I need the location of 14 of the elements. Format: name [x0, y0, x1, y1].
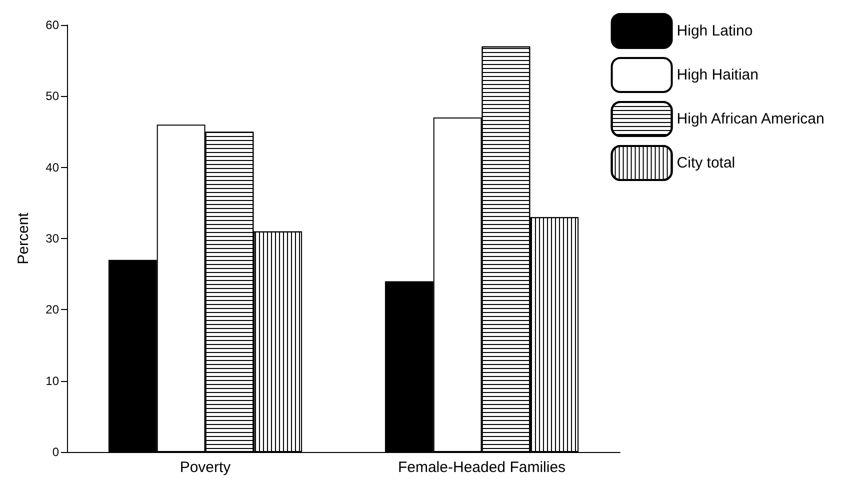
legend-label: City total	[676, 154, 736, 172]
y-tick-label: 30	[46, 232, 60, 246]
y-tick-label: 20	[46, 302, 60, 317]
y-tick-label: 60	[46, 18, 60, 32]
y-tick-label: 0	[52, 445, 60, 459]
y-axis-title: Percent	[15, 212, 32, 264]
y-tick-label: 40	[46, 160, 60, 174]
legend-label: High African American	[676, 110, 824, 128]
legend-label: High Latino	[676, 22, 753, 40]
legend-label: High Haitian	[676, 66, 758, 84]
y-tick-label: 10	[46, 374, 60, 388]
y-tick-label: 50	[46, 89, 60, 104]
x-tick-label: Female-Headed Families	[398, 459, 566, 476]
x-tick-label: Poverty	[180, 459, 232, 476]
